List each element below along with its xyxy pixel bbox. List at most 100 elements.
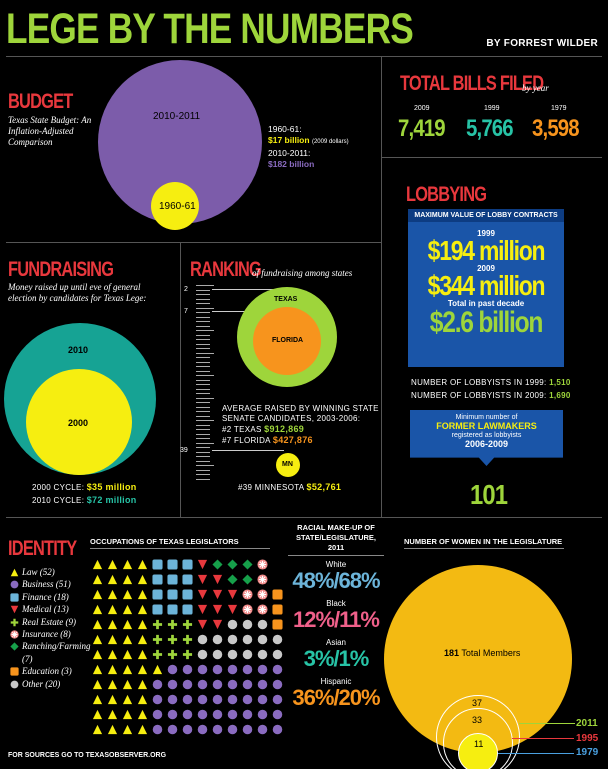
florida-label: FLORIDA: [272, 337, 304, 344]
star-icon: [10, 630, 19, 639]
rank-2-label: 2: [184, 286, 188, 293]
diamond-icon: [242, 572, 253, 585]
budget-val1-label: 1960-61:: [268, 124, 302, 134]
rank-tick: [196, 379, 210, 381]
fundraising-c2-label: 2010 CYCLE:: [32, 496, 85, 505]
triangle-icon: [122, 707, 133, 720]
star-icon: [242, 587, 253, 600]
lobby-y1: 1999: [477, 229, 495, 238]
rank-tick: [196, 339, 210, 340]
circle-icon: [182, 692, 193, 705]
mn-circle: [276, 453, 300, 477]
circle-icon: [242, 662, 253, 675]
triangle-icon: [92, 692, 103, 705]
rank-tick: [196, 393, 210, 394]
lobby-v1: $194 million: [427, 235, 546, 266]
square-icon: [167, 602, 178, 615]
triangle-icon: [137, 587, 148, 600]
page-title: LEGE BY THE NUMBERS: [6, 5, 414, 53]
circle-icon: [212, 692, 223, 705]
women-1979-circle: [458, 733, 498, 769]
rank-tick: [196, 411, 210, 412]
diamond-icon: [227, 572, 238, 585]
circle-icon: [182, 662, 193, 675]
lobby-box: MAXIMUM VALUE OF LOBBY CONTRACTS 1999 $1…: [408, 209, 564, 367]
triangle-icon: [92, 662, 103, 675]
budget-desc: Texas State Budget: An Inflation-Adjuste…: [8, 115, 92, 147]
rank-tick: [196, 469, 210, 471]
women-1995-val: 33: [472, 715, 483, 725]
rank-tick: [196, 357, 210, 358]
ranking-mn-val: $52,761: [306, 482, 342, 492]
bills-1999-value: 5,766: [466, 115, 514, 142]
triangle-icon: [122, 692, 133, 705]
fundraising-c1: $35 million: [86, 482, 137, 492]
rank-tick: [196, 474, 210, 475]
square-icon: [272, 617, 283, 630]
legend-label: Law (52): [22, 567, 55, 577]
triangle-icon: [10, 568, 19, 577]
circle-icon: [197, 722, 208, 735]
triangle-icon: [107, 587, 118, 600]
legend-item: Business (51): [10, 578, 90, 590]
rank-tick: [196, 294, 210, 295]
rank-tick: [196, 370, 210, 372]
circle-icon: [227, 617, 238, 630]
circle-icon: [227, 647, 238, 660]
racial-label: Asian: [325, 638, 346, 647]
ranking-avg-l1: AVERAGE RAISED BY WINNING STATE: [222, 404, 379, 413]
rank-tick: [196, 451, 210, 453]
diamond-icon: [212, 557, 223, 570]
circle-icon: [212, 647, 223, 660]
circle-icon: [242, 632, 253, 645]
divider: [6, 56, 602, 57]
square-icon: [167, 572, 178, 585]
square-icon: [152, 602, 163, 615]
former-lawmakers-val: 101: [470, 479, 508, 510]
rank-tick: [196, 316, 210, 318]
down-triangle-icon: [227, 587, 238, 600]
circle-icon: [257, 707, 268, 720]
ranking-fl-label: #7 FLORIDA: [222, 436, 271, 445]
byline: BY FORREST WILDER: [486, 38, 598, 49]
triangle-icon: [107, 557, 118, 570]
circle-icon: [242, 722, 253, 735]
ranking-mn-label: MINNESOTA: [254, 483, 305, 492]
triangle-icon: [92, 572, 103, 585]
circle-icon: [272, 677, 283, 690]
texas-label: TEXAS: [274, 296, 298, 303]
bills-2009-value: 7,419: [398, 115, 446, 142]
identity-heading: IDENTITY: [8, 537, 77, 560]
triangle-icon: [92, 647, 103, 660]
legend-label: Education (3): [22, 666, 72, 677]
former-lawmakers-box: Minimum number of FORMER LAWMAKERS regis…: [410, 410, 563, 466]
plus-icon: [167, 647, 178, 660]
divider: [381, 57, 382, 517]
rank-tick: [196, 447, 210, 448]
triangle-icon: [137, 557, 148, 570]
legend-label: Other (20): [22, 678, 61, 689]
square-icon: [10, 593, 19, 602]
circle-icon: [152, 692, 163, 705]
rank-tick: [196, 321, 210, 322]
plus-icon: [152, 632, 163, 645]
budget-val1-row: $17 billion (2009 dollars): [268, 135, 378, 148]
former-l3: registered as lobbyists: [451, 432, 522, 439]
ranking-avg-text: AVERAGE RAISED BY WINNING STATE SENATE C…: [222, 404, 382, 446]
rank-39-pointer: [212, 450, 284, 451]
triangle-icon: [122, 572, 133, 585]
square-icon: [272, 587, 283, 600]
fundraising-2000-row: 2000 CYCLE: $35 million: [32, 482, 137, 492]
rank-tick: [196, 456, 210, 457]
lobbyists-1999-val: 1,510: [549, 378, 571, 387]
former-l2: FORMER LAWMAKERS: [436, 421, 537, 431]
women-1979-val: 11: [474, 739, 484, 749]
diamond-icon: [10, 642, 19, 652]
bills-1979-year: 1979: [551, 105, 567, 112]
racial-label: Black: [326, 599, 346, 608]
ranking-mn-row: #39 MINNESOTA $52,761: [238, 482, 341, 492]
rank-tick: [196, 298, 210, 300]
racial-title-l2: STATE/LEGISLATURE, 2011: [296, 533, 376, 552]
triangle-icon: [107, 722, 118, 735]
fundraising-2000-label: 2000: [68, 418, 89, 428]
